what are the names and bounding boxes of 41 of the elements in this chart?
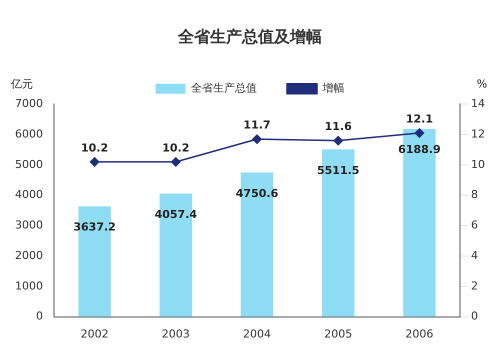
data-label: 4750.6 — [236, 186, 279, 200]
x-tick-label: 2002 — [80, 327, 109, 340]
y2-tick-label: 4 — [471, 248, 478, 262]
chart-title: 全省生产总值及增幅 — [177, 26, 322, 46]
data-label: 4057.4 — [154, 208, 198, 221]
y-axis-title: 亿元 — [10, 78, 33, 91]
data-label: 3637.2 — [73, 220, 116, 234]
point — [171, 157, 181, 167]
legend-label: 全省生产总值 — [191, 82, 257, 95]
y-tick-label: 6000 — [14, 127, 43, 140]
data-label: 11.6 — [324, 120, 352, 134]
y-tick-label: 4000 — [14, 188, 43, 202]
x-tick-label: 2006 — [405, 327, 434, 340]
legend-label: 增幅 — [322, 82, 344, 95]
data-label: 10.2 — [81, 141, 108, 154]
y2-tick-label: 0 — [471, 310, 478, 323]
x-tick-label: 2003 — [162, 327, 190, 340]
y-tick-label: 3000 — [14, 218, 43, 232]
data-label: 11.7 — [243, 118, 271, 132]
y2-tick-label: 2 — [471, 279, 478, 292]
y2-tick-label: 6 — [471, 218, 478, 232]
data-label: 10.2 — [162, 141, 190, 154]
data-label: 6188.9 — [398, 143, 441, 156]
data-label: 5511.5 — [316, 164, 360, 177]
point — [90, 157, 100, 167]
data-label: 12.1 — [406, 112, 433, 126]
point — [414, 128, 424, 138]
y2-tick-label: 8 — [471, 188, 478, 202]
y-tick-label: 7000 — [14, 97, 43, 110]
y-tick-label: 2000 — [14, 248, 43, 262]
point — [252, 134, 262, 144]
y-tick-label: 0 — [36, 310, 43, 323]
y2-tick-label: 10 — [471, 158, 486, 171]
y-tick-label: 1000 — [14, 279, 43, 292]
y2-tick-label: 12 — [471, 127, 486, 140]
y2-tick-label: 14 — [471, 97, 486, 110]
x-tick-label: 2005 — [324, 327, 352, 340]
y-tick-label: 5000 — [14, 158, 43, 171]
x-tick-label: 2004 — [243, 327, 271, 340]
y2-axis-title: % — [476, 78, 488, 91]
point — [333, 136, 343, 146]
